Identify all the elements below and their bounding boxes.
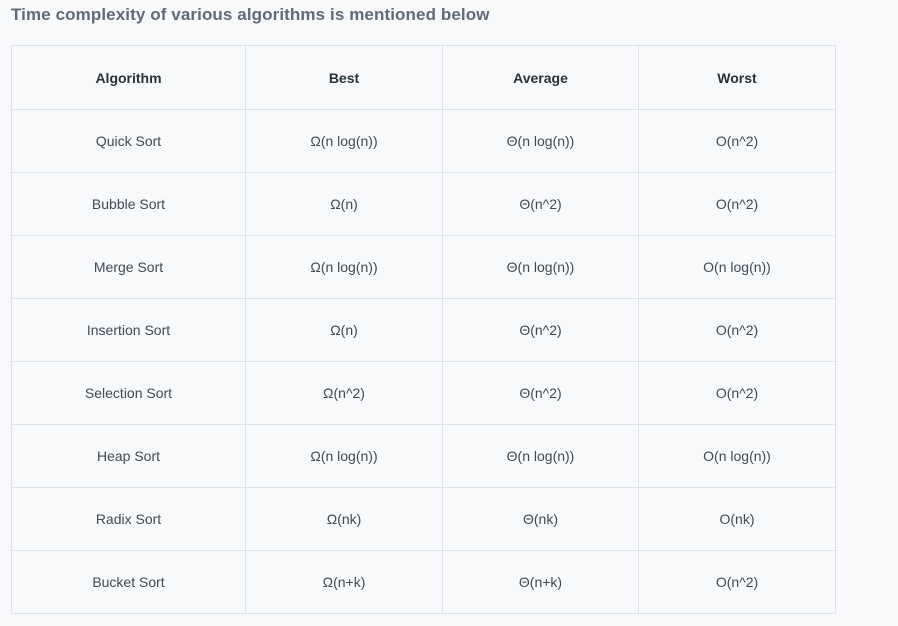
best-cell: Ω(n) (245, 172, 443, 236)
table-row: Quick Sort Ω(n log(n)) Θ(n log(n)) O(n^2… (11, 109, 836, 173)
worst-cell: O(n^2) (638, 172, 836, 236)
header-worst: Worst (638, 45, 836, 110)
algorithm-cell: Bucket Sort (11, 550, 246, 614)
algorithm-cell: Merge Sort (11, 235, 246, 299)
algorithm-cell: Insertion Sort (11, 298, 246, 362)
average-cell: Θ(n+k) (442, 550, 639, 614)
header-algorithm: Algorithm (11, 45, 246, 110)
algorithm-cell: Radix Sort (11, 487, 246, 551)
best-cell: Ω(nk) (245, 487, 443, 551)
worst-cell: O(n^2) (638, 550, 836, 614)
worst-cell: O(n^2) (638, 298, 836, 362)
table-row: Bubble Sort Ω(n) Θ(n^2) O(n^2) (11, 172, 836, 236)
average-cell: Θ(n log(n)) (442, 235, 639, 299)
table-row: Selection Sort Ω(n^2) Θ(n^2) O(n^2) (11, 361, 836, 425)
average-cell: Θ(n log(n)) (442, 424, 639, 488)
table-header-row: Algorithm Best Average Worst (11, 45, 836, 110)
header-best: Best (245, 45, 443, 110)
best-cell: Ω(n log(n)) (245, 235, 443, 299)
best-cell: Ω(n^2) (245, 361, 443, 425)
average-cell: Θ(n log(n)) (442, 109, 639, 173)
best-cell: Ω(n log(n)) (245, 109, 443, 173)
best-cell: Ω(n+k) (245, 550, 443, 614)
worst-cell: O(n^2) (638, 361, 836, 425)
table-row: Radix Sort Ω(nk) Θ(nk) O(nk) (11, 487, 836, 551)
best-cell: Ω(n) (245, 298, 443, 362)
table-row: Insertion Sort Ω(n) Θ(n^2) O(n^2) (11, 298, 836, 362)
best-cell: Ω(n log(n)) (245, 424, 443, 488)
average-cell: Θ(n^2) (442, 172, 639, 236)
worst-cell: O(n log(n)) (638, 235, 836, 299)
table-row: Bucket Sort Ω(n+k) Θ(n+k) O(n^2) (11, 550, 836, 614)
worst-cell: O(n^2) (638, 109, 836, 173)
algorithm-cell: Bubble Sort (11, 172, 246, 236)
table-row: Merge Sort Ω(n log(n)) Θ(n log(n)) O(n l… (11, 235, 836, 299)
average-cell: Θ(n^2) (442, 361, 639, 425)
worst-cell: O(nk) (638, 487, 836, 551)
table-row: Heap Sort Ω(n log(n)) Θ(n log(n)) O(n lo… (11, 424, 836, 488)
worst-cell: O(n log(n)) (638, 424, 836, 488)
algorithm-cell: Selection Sort (11, 361, 246, 425)
algorithm-cell: Heap Sort (11, 424, 246, 488)
average-cell: Θ(nk) (442, 487, 639, 551)
average-cell: Θ(n^2) (442, 298, 639, 362)
page-title: Time complexity of various algorithms is… (11, 5, 490, 24)
complexity-table: Algorithm Best Average Worst Quick Sort … (11, 45, 836, 614)
algorithm-cell: Quick Sort (11, 109, 246, 173)
header-average: Average (442, 45, 639, 110)
